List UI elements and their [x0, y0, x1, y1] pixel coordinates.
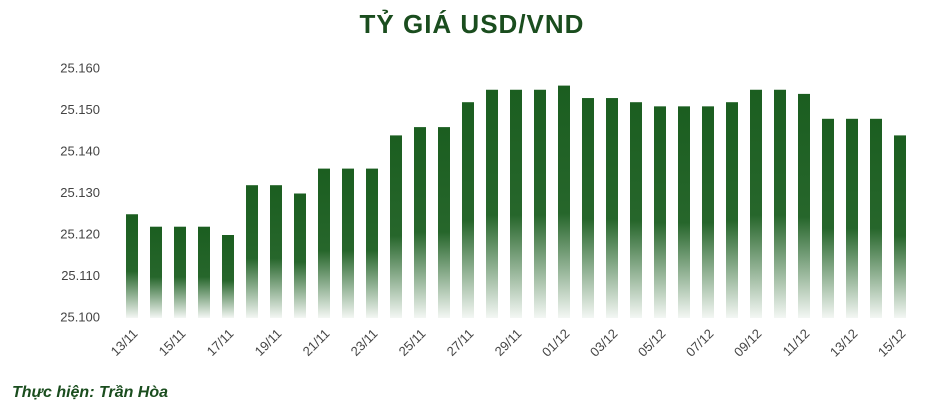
x-tick-label: 01/12: [539, 326, 573, 360]
bar: [510, 89, 522, 318]
x-tick-label: 19/11: [252, 326, 285, 359]
bar: [270, 185, 282, 318]
x-tick-label: 21/11: [300, 326, 333, 359]
x-tick-label: 03/12: [587, 326, 621, 360]
bar: [342, 168, 354, 318]
chart-title: TỶ GIÁ USD/VND: [360, 9, 585, 39]
bar: [390, 135, 402, 318]
x-tick-label: 17/11: [204, 326, 237, 359]
y-tick-label: 25.150: [60, 102, 100, 117]
bar: [174, 226, 186, 318]
bar: [198, 226, 210, 318]
x-tick-label: 29/11: [492, 326, 525, 359]
bar: [414, 127, 426, 318]
y-tick-label: 25.140: [60, 143, 100, 158]
x-tick-label: 15/12: [875, 326, 909, 360]
bar: [246, 185, 258, 318]
bar: [798, 93, 810, 319]
bar: [150, 226, 162, 318]
x-tick-label: 23/11: [348, 326, 381, 359]
bar: [846, 118, 858, 318]
bar: [774, 89, 786, 318]
bar: [606, 98, 618, 318]
bar: [534, 89, 546, 318]
bar: [822, 118, 834, 318]
y-tick-label: 25.130: [60, 185, 100, 200]
y-tick-label: 25.120: [60, 226, 100, 241]
bar: [870, 118, 882, 318]
bar: [294, 193, 306, 318]
x-tick-label: 13/12: [827, 326, 861, 360]
y-tick-label: 25.110: [61, 268, 100, 283]
bar: [750, 89, 762, 318]
bar: [726, 102, 738, 318]
y-tick-label: 25.100: [60, 309, 100, 324]
credit: Thực hiện: Trần Hòa: [12, 384, 168, 401]
x-tick-label: 25/11: [396, 326, 429, 359]
bar: [318, 168, 330, 318]
x-tick-label: 07/12: [683, 326, 717, 360]
bar: [894, 135, 906, 318]
bar: [582, 98, 594, 318]
bar: [486, 89, 498, 318]
x-tick-label: 13/11: [108, 326, 141, 359]
x-tick-label: 11/12: [780, 326, 813, 359]
bar: [462, 102, 474, 318]
bar: [126, 214, 138, 318]
bar: [366, 168, 378, 318]
bar: [702, 106, 714, 318]
y-tick-label: 25.160: [60, 60, 100, 75]
bar: [222, 235, 234, 318]
bar: [630, 102, 642, 318]
x-tick-label: 05/12: [635, 326, 669, 360]
bar: [678, 106, 690, 318]
bar: [438, 127, 450, 318]
bar: [654, 106, 666, 318]
x-tick-label: 27/11: [444, 326, 477, 359]
bar: [558, 85, 570, 318]
x-tick-label: 15/11: [156, 326, 189, 359]
x-tick-label: 09/12: [731, 326, 765, 360]
